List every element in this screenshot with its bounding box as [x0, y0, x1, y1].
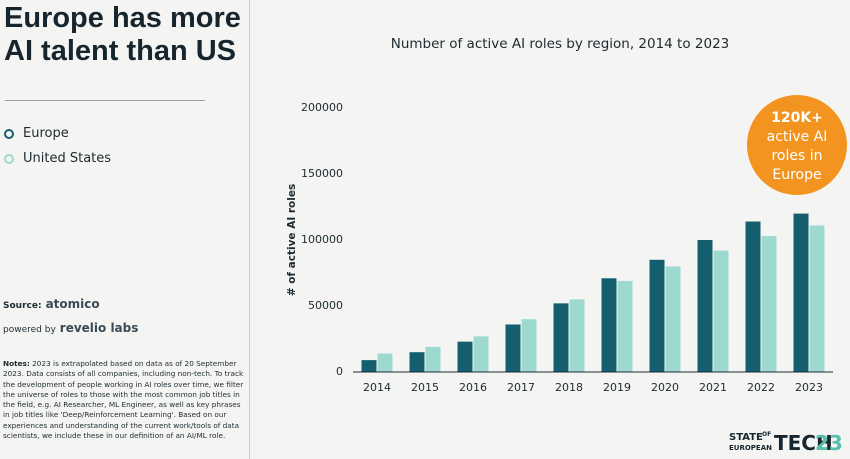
y-tick-label: 0	[336, 365, 343, 378]
bar	[809, 225, 825, 372]
legend-marker	[4, 153, 14, 164]
legend-label: United States	[23, 151, 112, 166]
bar	[521, 319, 537, 372]
x-tick-label: 2022	[747, 381, 775, 394]
x-tick-label: 2017	[507, 381, 535, 394]
bar	[649, 259, 665, 372]
y-axis-label: # of active AI roles	[286, 184, 298, 297]
notes-text: 2023 is extrapolated based on data as of…	[3, 359, 244, 441]
source-logo: atomico	[45, 297, 100, 311]
callout-text: 120K+	[771, 110, 823, 126]
sidebar: Europe has more AI talent than US Europe…	[0, 0, 250, 459]
legend-label: Europe	[23, 126, 69, 141]
x-tick-label: 2015	[411, 381, 439, 394]
y-tick-label: 100000	[301, 233, 343, 246]
bar	[697, 240, 713, 372]
headline-line: AI talent than US	[4, 35, 237, 67]
callout-text: active AI	[767, 129, 828, 145]
bar	[377, 353, 393, 372]
bar	[473, 336, 489, 372]
bar	[457, 341, 473, 372]
x-tick-label: 2020	[651, 381, 679, 394]
legend-entry: United States	[4, 151, 111, 166]
powered-label: powered by	[3, 325, 56, 335]
notes: Notes: 2023 is extrapolated based on dat…	[3, 359, 245, 441]
bar	[425, 346, 441, 372]
source-label: Source:	[3, 301, 42, 311]
headline-line: Europe has more	[4, 2, 241, 34]
bar	[409, 352, 425, 372]
bar	[665, 266, 681, 372]
headline: Europe has more AI talent than US	[4, 2, 241, 68]
source: Source: atomico	[3, 297, 100, 311]
divider	[5, 100, 205, 101]
powered-logo: revelio labs	[59, 321, 139, 335]
powered-by: powered by revelio labs	[3, 321, 138, 335]
callout-circle	[747, 95, 847, 195]
bar	[713, 250, 729, 372]
notes-label: Notes:	[3, 359, 30, 368]
y-tick-label: 50000	[308, 299, 343, 312]
x-tick-label: 2014	[363, 381, 391, 394]
callout-text: Europe	[772, 167, 821, 183]
bar	[569, 299, 585, 372]
x-tick-label: 2016	[459, 381, 487, 394]
legend-marker	[4, 128, 14, 139]
bar	[761, 236, 777, 372]
bar	[505, 324, 521, 372]
legend-entry: Europe	[4, 126, 69, 141]
x-tick-label: 2018	[555, 381, 583, 394]
chart-title: Number of active AI roles by region, 201…	[391, 36, 730, 52]
bar	[553, 303, 569, 372]
x-tick-label: 2019	[603, 381, 631, 394]
callout-text: roles in	[771, 148, 822, 164]
bar	[361, 360, 377, 372]
bar	[617, 280, 633, 372]
x-tick-label: 2023	[795, 381, 823, 394]
y-tick-label: 200000	[301, 101, 343, 114]
x-tick-label: 2021	[699, 381, 727, 394]
bar	[601, 278, 617, 372]
bar	[745, 221, 761, 372]
y-tick-label: 150000	[301, 167, 343, 180]
bar	[793, 213, 809, 372]
